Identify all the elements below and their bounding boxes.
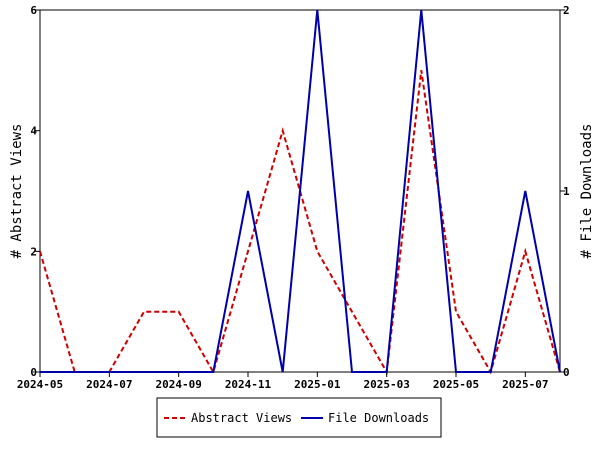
axes: 2024-05 2024-07 2024-09 2024-11 2025-01 2025-… [17,4,570,391]
series-line-abstract-views [39,70,561,376]
y-tick-label-left: 6 [30,4,37,17]
y-tick-label-right: 0 [563,366,570,379]
legend-label-file-downloads: File Downloads [328,411,429,425]
y-tick-label-right: 1 [563,185,570,198]
y-tick-label-left: 0 [30,366,37,379]
y-tick-label-left: 2 [30,245,37,258]
y-axis-label-left: # Abstract Views [9,124,25,259]
x-tick-label: 2024-11 [225,378,272,391]
legend-label-abstract-views: Abstract Views [191,411,292,425]
y-axis-label-right: # File Downloads [579,124,595,259]
x-tick-label: 2024-09 [155,378,201,391]
legend-box [156,397,442,438]
y-tick-label-left: 4 [30,125,37,138]
x-tick-label: 2024-07 [86,378,132,391]
series-line-file-downloads [40,9,561,373]
x-tick-label: 2025-07 [502,378,548,391]
x-tick-label: 2024-05 [17,378,63,391]
x-tick-label: 2025-03 [363,378,409,391]
legend: Abstract Views File Downloads [156,397,442,438]
series-lines [39,9,561,376]
x-tick-label: 2025-05 [433,378,479,391]
y-tick-label-right: 2 [563,4,570,17]
x-tick-label: 2025-01 [294,378,341,391]
